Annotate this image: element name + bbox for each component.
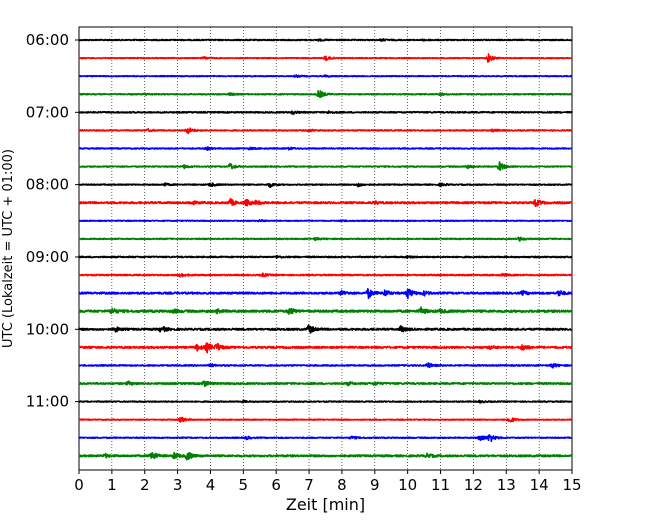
seismogram-trace	[78, 74, 573, 79]
seismogram-trace	[78, 399, 573, 404]
x-axis-title: Zeit [min]	[286, 495, 365, 514]
seismogram-trace	[78, 236, 573, 242]
seismogram-trace	[78, 219, 573, 223]
x-tick-label: 1	[107, 476, 117, 494]
x-tick-label: 3	[173, 476, 183, 494]
x-tick-label: 5	[239, 476, 249, 494]
x-tick-label: 8	[337, 476, 347, 494]
x-tick-label: 13	[497, 476, 516, 494]
x-tick-label: 14	[530, 476, 549, 494]
y-axis-ticks: 06:00 07:00 08:00 09:00 10:00 11:00	[26, 31, 79, 411]
x-tick-label: 10	[398, 476, 417, 494]
x-tick-label: 6	[271, 476, 281, 494]
x-tick-label: 7	[304, 476, 314, 494]
x-tick-label: 9	[370, 476, 380, 494]
x-tick-label: 12	[464, 476, 483, 494]
seismogram-trace	[78, 146, 573, 151]
y-tick-label: 10:00	[26, 320, 69, 338]
seismogram-trace	[78, 306, 573, 315]
seismogram-traces	[78, 38, 573, 461]
seismogram-trace	[78, 451, 573, 461]
seismogram-trace	[78, 89, 573, 99]
y-tick-label: 11:00	[26, 393, 69, 411]
x-tick-label: 11	[431, 476, 450, 494]
seismogram-trace	[78, 53, 573, 63]
y-tick-label: 07:00	[26, 103, 69, 121]
y-tick-label: 08:00	[26, 176, 69, 194]
seismogram-trace	[78, 342, 573, 354]
y-tick-label: 06:00	[26, 31, 69, 49]
x-tick-label: 15	[562, 476, 581, 494]
seismogram-trace	[78, 127, 573, 135]
y-tick-label: 09:00	[26, 248, 69, 266]
seismogram-trace	[78, 38, 573, 43]
seismogram-trace	[78, 324, 573, 334]
x-tick-label: 4	[206, 476, 216, 494]
x-gridlines	[111, 27, 540, 470]
seismogram-trace	[78, 272, 573, 278]
seismogram-trace	[78, 434, 573, 443]
seismogram-trace	[78, 161, 573, 172]
seismogram-trace	[78, 197, 573, 208]
seismogram-trace	[78, 287, 573, 300]
seismogram-trace	[78, 110, 573, 115]
plot-area	[78, 26, 573, 471]
y-axis-title: UTC (Lokalzeit = UTC + 01:00)	[1, 149, 16, 348]
x-tick-label: 0	[74, 476, 84, 494]
seismogram-trace	[78, 254, 573, 260]
seismogram-trace	[78, 182, 573, 188]
seismogram-trace	[78, 362, 573, 369]
x-axis-ticks: 0 1 2 3 4 5 6 7 8 9 10 11 12 13 14 15	[74, 470, 582, 494]
x-tick-label: 2	[140, 476, 150, 494]
seismogram-trace	[78, 380, 573, 388]
seismogram-trace	[78, 416, 573, 423]
